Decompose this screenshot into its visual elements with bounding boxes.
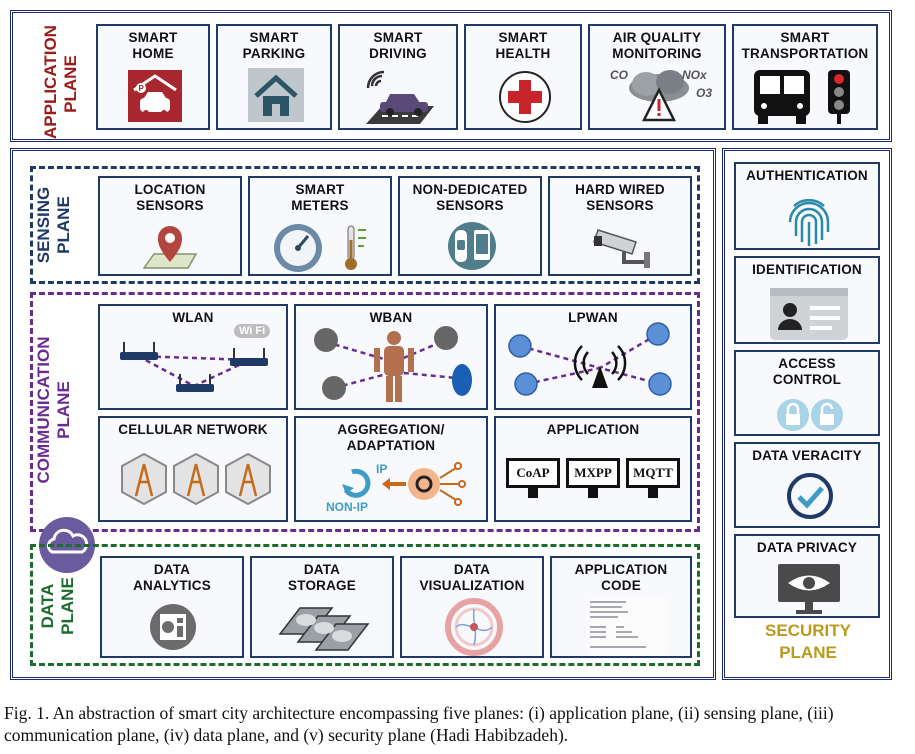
sense-card-location: LOCATION SENSORS [98, 176, 242, 276]
application-plane-title: APPLICATION PLANE [41, 25, 80, 139]
comm-card-application: APPLICATION CoAP MXPP MQTT [494, 416, 692, 522]
gas-label-co: CO [610, 68, 628, 82]
comm-card-aggregation: AGGREGATION/ ADAPTATION IP NON-IP [294, 416, 488, 522]
gas-label-o3: O3 [696, 86, 713, 100]
app-card-label: SMART HOME [128, 30, 178, 61]
app-card-smart-driving: SMART DRIVING [338, 24, 458, 130]
security-plane-title: SECURITY PLANE [765, 621, 851, 662]
sec-card-label: DATA VERACITY [752, 448, 862, 463]
comm-card-wban: WBAN [294, 304, 488, 410]
data-plane [30, 544, 700, 666]
red-cross-icon [499, 71, 551, 123]
cctv-camera-icon [593, 229, 650, 268]
sec-card-authentication: AUTHENTICATION [734, 162, 880, 250]
comm-card-label: WBAN [369, 310, 413, 325]
sec-card-label: AUTHENTICATION [746, 168, 868, 183]
app-card-smart-health: SMART HEALTH [464, 24, 582, 130]
communication-plane [30, 292, 700, 532]
comm-card-label: APPLICATION [546, 422, 640, 437]
application-plane [10, 10, 892, 142]
monitor-stand [648, 488, 658, 498]
sec-card-data-veracity: DATA VERACITY [734, 442, 880, 528]
sense-card-smart-meters: SMART METERS [248, 176, 392, 276]
app-card-smart-transportation: SMART TRANSPORTATION [732, 24, 878, 130]
analytics-icon [150, 604, 196, 650]
protocol-coap: CoAP [506, 458, 560, 488]
security-plane [722, 148, 892, 680]
app-card-label: SMART DRIVING [369, 30, 427, 61]
app-card-smart-parking: SMART PARKING [216, 24, 332, 130]
sec-card-data-privacy: DATA PRIVACY [734, 534, 880, 618]
app-card-label: AIR QUALITY MONITORING [612, 30, 702, 61]
sec-card-label: ACCESS CONTROL [772, 356, 842, 387]
sense-card-hard-wired: HARD WIRED SENSORS [548, 176, 692, 276]
hard-drives-icon [278, 607, 370, 651]
sense-card-non-dedicated: NON-DEDICATED SENSORS [398, 176, 542, 276]
data-card-label: DATA STORAGE [288, 562, 356, 593]
figure-caption: Fig. 1. An abstraction of smart city arc… [4, 703, 834, 745]
gear-adapter-icon [342, 462, 466, 506]
sec-card-identification: IDENTIFICATION [734, 256, 880, 344]
comm-card-label: CELLULAR NETWORK [118, 422, 268, 437]
pollution-cloud-icon [629, 70, 689, 122]
wearable-phone-icon [448, 222, 496, 270]
non-ip-label: NON-IP [326, 500, 368, 514]
comm-card-label: WLAN [172, 310, 214, 325]
cell-tower-icon [121, 452, 271, 506]
sense-card-label: LOCATION SENSORS [134, 182, 206, 213]
data-card-analytics: DATA ANALYTICS [100, 556, 244, 658]
padlocks-icon [777, 399, 843, 431]
data-plane-title: DATA PLANE [38, 577, 77, 635]
comm-card-wlan: WLAN Wi Fi [98, 304, 288, 410]
gauge-thermometer-icon [274, 224, 366, 272]
connected-car-icon [366, 70, 434, 124]
comm-card-label: AGGREGATION/ ADAPTATION [337, 422, 445, 453]
fingerprint-icon [788, 198, 830, 246]
app-card-smart-home: SMART HOME P [96, 24, 210, 130]
comm-card-lpwan: LPWAN [494, 304, 692, 410]
comm-card-cellular: CELLULAR NETWORK [98, 416, 288, 522]
app-card-label: SMART PARKING [242, 30, 306, 61]
check-circle-icon [787, 473, 833, 519]
bus-traffic-light-icon [754, 70, 850, 124]
map-pin-icon [142, 226, 198, 269]
sensing-plane [30, 166, 700, 284]
sense-card-label: SMART METERS [291, 182, 349, 213]
main-planes-frame [10, 148, 716, 680]
data-card-storage: DATA STORAGE [250, 556, 394, 658]
sec-card-access-control: ACCESS CONTROL [734, 350, 880, 436]
data-card-application-code: APPLICATION CODE [550, 556, 692, 658]
gas-label-nox: NOx [682, 68, 707, 82]
monitor-stand [528, 488, 538, 498]
ip-label: IP [376, 462, 388, 476]
sense-card-label: HARD WIRED SENSORS [575, 182, 665, 213]
wifi-router-network-icon [120, 342, 268, 392]
smart-home-icon: P [128, 70, 182, 122]
monitor-stand [588, 488, 598, 498]
data-card-visualization: DATA VISUALIZATION [400, 556, 544, 658]
protocol-mxpp: MXPP [566, 458, 620, 488]
comm-card-label: LPWAN [568, 310, 618, 325]
app-card-label: SMART HEALTH [495, 30, 551, 61]
app-card-label: SMART TRANSPORTATION [741, 30, 869, 61]
body-network-icon [314, 326, 472, 402]
sense-card-label: NON-DEDICATED SENSORS [412, 182, 528, 213]
svg-text:P: P [139, 84, 145, 93]
communication-plane-title: COMMUNICATION PLANE [34, 336, 73, 484]
app-card-air-quality: AIR QUALITY MONITORING CO NOx O3 [588, 24, 726, 130]
sec-card-label: IDENTIFICATION [752, 262, 862, 277]
chord-chart-icon [445, 598, 503, 656]
id-card-icon [770, 288, 848, 340]
data-card-label: DATA ANALYTICS [133, 562, 211, 593]
sec-card-label: DATA PRIVACY [756, 540, 858, 555]
sensing-plane-title: SENSING PLANE [34, 186, 73, 264]
antenna-network-icon [508, 322, 672, 396]
code-listing-icon [586, 598, 666, 656]
house-icon [248, 68, 304, 122]
data-card-label: DATA VISUALIZATION [419, 562, 525, 593]
eye-monitor-icon [778, 564, 840, 614]
protocol-mqtt: MQTT [626, 458, 680, 488]
data-card-label: APPLICATION CODE [574, 562, 668, 593]
wifi-badge: Wi Fi [234, 324, 271, 338]
